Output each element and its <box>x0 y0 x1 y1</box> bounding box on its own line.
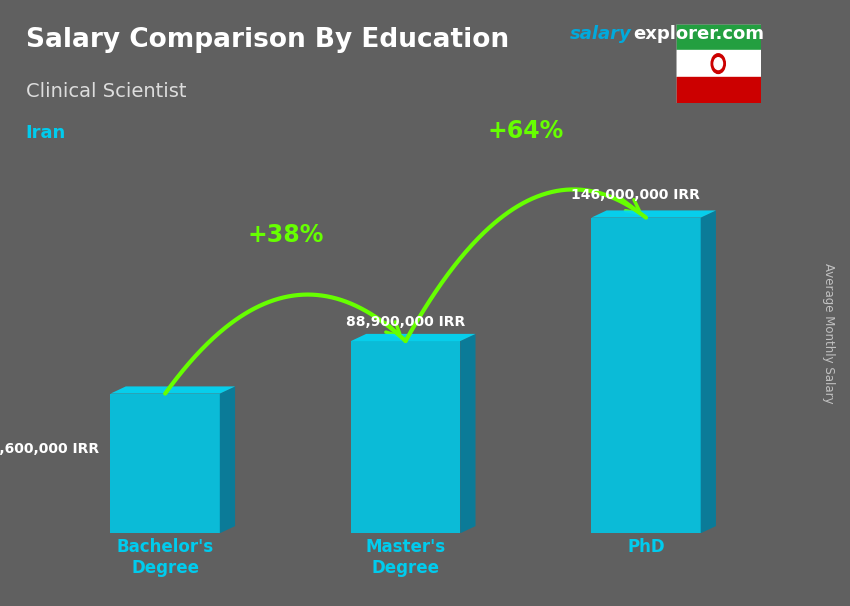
Text: +38%: +38% <box>247 224 324 247</box>
Text: 88,900,000 IRR: 88,900,000 IRR <box>346 315 465 329</box>
Polygon shape <box>592 218 700 533</box>
Polygon shape <box>460 334 475 533</box>
Text: Salary Comparison By Education: Salary Comparison By Education <box>26 27 508 53</box>
Text: Iran: Iran <box>26 124 65 142</box>
Circle shape <box>711 54 725 73</box>
Polygon shape <box>351 334 475 341</box>
Circle shape <box>714 58 722 70</box>
Text: 64,600,000 IRR: 64,600,000 IRR <box>0 442 99 456</box>
Text: Average Monthly Salary: Average Monthly Salary <box>822 263 836 404</box>
Bar <box>676 77 761 103</box>
Text: salary: salary <box>570 25 632 44</box>
Text: explorer.com: explorer.com <box>633 25 764 44</box>
Text: +64%: +64% <box>488 119 564 143</box>
Bar <box>676 50 761 77</box>
Bar <box>676 24 761 50</box>
Polygon shape <box>351 341 460 533</box>
Polygon shape <box>592 210 716 218</box>
Polygon shape <box>110 387 235 394</box>
Text: 146,000,000 IRR: 146,000,000 IRR <box>570 188 700 202</box>
Polygon shape <box>220 387 235 533</box>
Polygon shape <box>700 210 716 533</box>
Polygon shape <box>110 394 220 533</box>
Text: Clinical Scientist: Clinical Scientist <box>26 82 186 101</box>
